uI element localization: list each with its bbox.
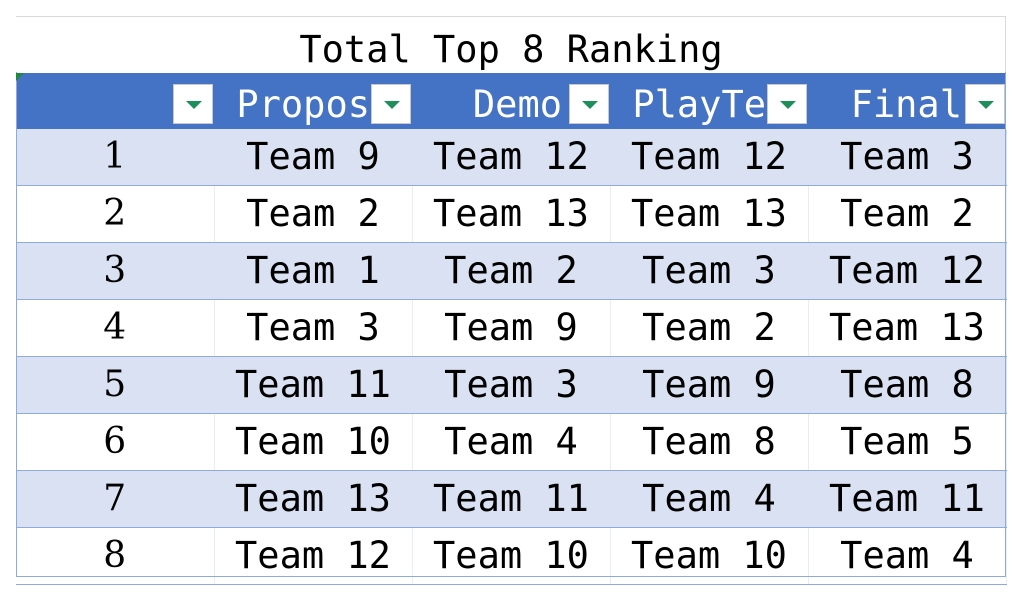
- filter-dropdown-button[interactable]: [965, 84, 1005, 124]
- table-cell[interactable]: Team 3: [412, 356, 611, 414]
- filter-dropdown-button[interactable]: [371, 84, 411, 124]
- header-label: Demo: [472, 83, 562, 126]
- table-cell[interactable]: Team 4: [808, 527, 1007, 585]
- table-cell[interactable]: Team 11: [412, 470, 611, 528]
- table-cell[interactable]: Team 13: [808, 299, 1007, 357]
- table-cell[interactable]: Team 4: [412, 413, 611, 471]
- header-cell-rank[interactable]: [16, 73, 214, 129]
- table-cell[interactable]: Team 11: [808, 470, 1007, 528]
- rank-cell[interactable]: 4: [16, 299, 215, 357]
- rank-cell[interactable]: 3: [16, 242, 215, 300]
- table-cell[interactable]: Team 9: [214, 129, 413, 186]
- table-header-row: Propos Demo PlayTe Final: [16, 73, 1006, 129]
- rank-cell[interactable]: 5: [16, 356, 215, 414]
- rank-cell[interactable]: 8: [16, 527, 215, 585]
- table-cell[interactable]: Team 10: [412, 527, 611, 585]
- table-row: 2 Team 2 Team 13 Team 13 Team 2: [16, 185, 1007, 243]
- table-cell[interactable]: Team 1: [214, 242, 413, 300]
- filter-dropdown-button[interactable]: [767, 84, 807, 124]
- header-cell-proposal[interactable]: Propos: [214, 73, 412, 129]
- table-cell[interactable]: Team 2: [808, 185, 1007, 243]
- table-cell[interactable]: Team 13: [412, 185, 611, 243]
- table-cell[interactable]: Team 13: [214, 470, 413, 528]
- table-cell[interactable]: Team 3: [214, 299, 413, 357]
- header-label: Final: [850, 83, 962, 126]
- table-cell[interactable]: Team 2: [610, 299, 809, 357]
- table-cell[interactable]: Team 9: [610, 356, 809, 414]
- header-cell-demo[interactable]: Demo: [412, 73, 610, 129]
- ranking-table: Propos Demo PlayTe Final 1: [16, 73, 1007, 585]
- table-cell[interactable]: Team 2: [412, 242, 611, 300]
- rank-cell[interactable]: 2: [16, 185, 215, 243]
- table-row: 6 Team 10 Team 4 Team 8 Team 5: [16, 413, 1007, 471]
- rank-cell[interactable]: 1: [16, 129, 215, 186]
- table-cell[interactable]: Team 11: [214, 356, 413, 414]
- table-row: 5 Team 11 Team 3 Team 9 Team 8: [16, 356, 1007, 414]
- header-cell-playtest[interactable]: PlayTe: [610, 73, 808, 129]
- dropdown-arrow-icon: [978, 101, 994, 109]
- table-cell[interactable]: Team 12: [808, 242, 1007, 300]
- rank-cell[interactable]: 7: [16, 470, 215, 528]
- table-title: Total Top 8 Ranking: [299, 28, 723, 71]
- table-row: 4 Team 3 Team 9 Team 2 Team 13: [16, 299, 1007, 357]
- table-cell[interactable]: Team 4: [610, 470, 809, 528]
- dropdown-arrow-icon: [582, 101, 598, 109]
- table-row: 3 Team 1 Team 2 Team 3 Team 12: [16, 242, 1007, 300]
- table-cell[interactable]: Team 8: [610, 413, 809, 471]
- table-row: 7 Team 13 Team 11 Team 4 Team 11: [16, 470, 1007, 528]
- filter-dropdown-button[interactable]: [173, 84, 213, 124]
- table-cell[interactable]: Team 9: [412, 299, 611, 357]
- table-cell[interactable]: Team 12: [610, 129, 809, 186]
- table-cell[interactable]: Team 5: [808, 413, 1007, 471]
- table-cell[interactable]: Team 12: [412, 129, 611, 186]
- table-cell[interactable]: Team 10: [610, 527, 809, 585]
- header-cell-final[interactable]: Final: [808, 73, 1006, 129]
- table-cell[interactable]: Team 3: [808, 129, 1007, 186]
- table-row: 8 Team 12 Team 10 Team 10 Team 4: [16, 527, 1007, 585]
- table-cell[interactable]: Team 2: [214, 185, 413, 243]
- header-label: Propos: [236, 83, 370, 126]
- table-row: 1 Team 9 Team 12 Team 12 Team 3: [16, 129, 1007, 186]
- header-label: PlayTe: [632, 83, 766, 126]
- dropdown-arrow-icon: [186, 101, 202, 109]
- spreadsheet-area: Total Top 8 Ranking Propos Demo: [16, 16, 1007, 585]
- table-cell[interactable]: Team 13: [610, 185, 809, 243]
- table-cell[interactable]: Team 8: [808, 356, 1007, 414]
- filter-dropdown-button[interactable]: [569, 84, 609, 124]
- table-cell[interactable]: Team 10: [214, 413, 413, 471]
- dropdown-arrow-icon: [384, 101, 400, 109]
- table-cell[interactable]: Team 12: [214, 527, 413, 585]
- table-cell[interactable]: Team 3: [610, 242, 809, 300]
- dropdown-arrow-icon: [780, 101, 796, 109]
- cell-indicator-icon: [16, 73, 24, 81]
- rank-cell[interactable]: 6: [16, 413, 215, 471]
